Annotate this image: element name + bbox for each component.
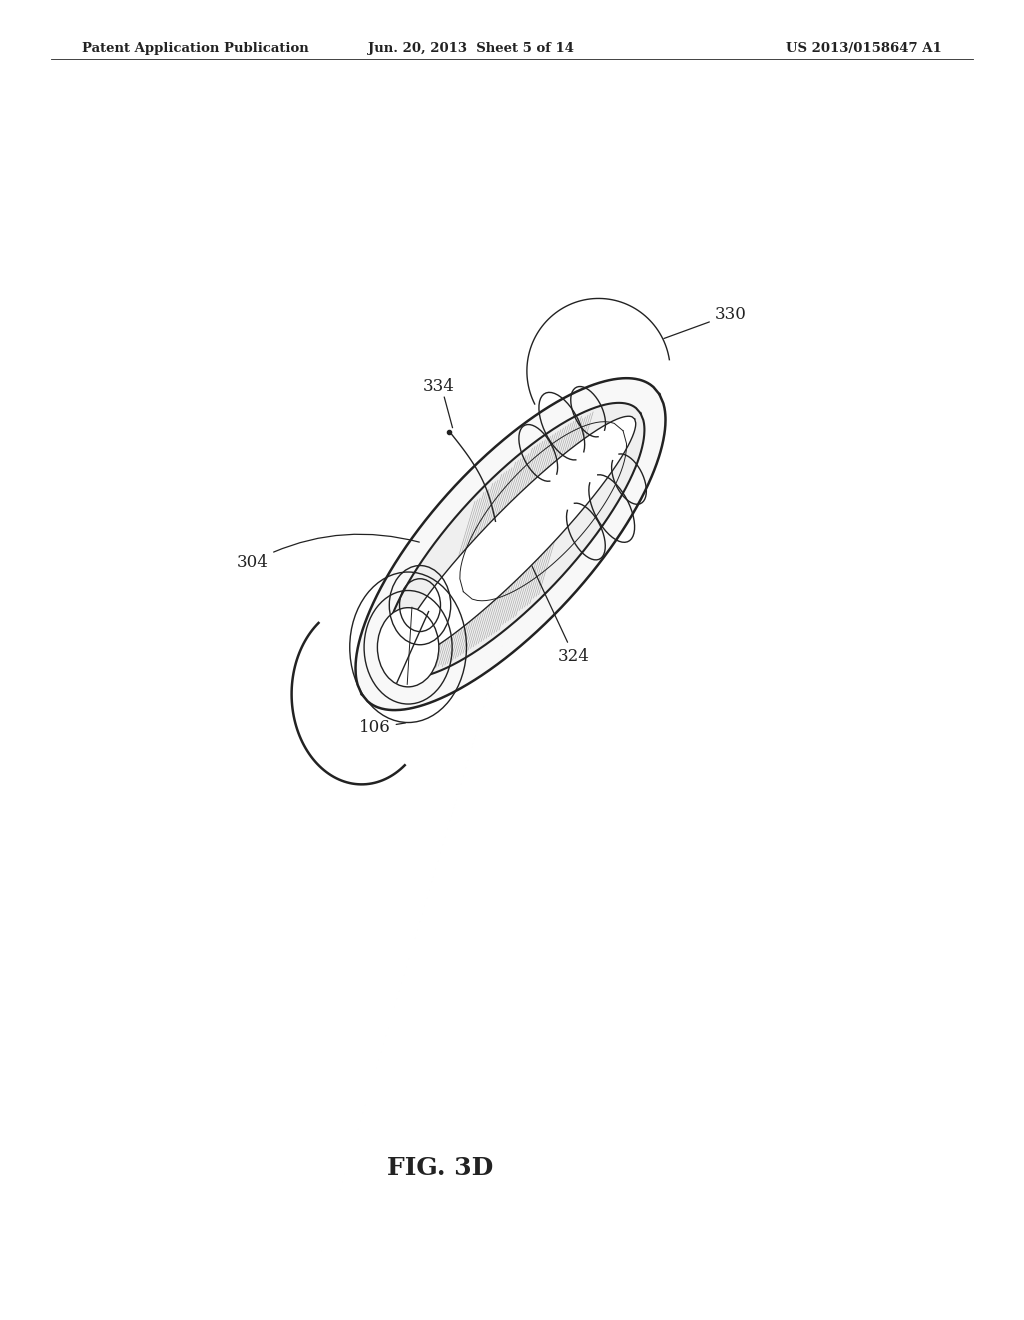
- Text: 334: 334: [423, 378, 455, 395]
- Text: 330: 330: [601, 306, 746, 362]
- Polygon shape: [355, 379, 666, 710]
- Text: 304: 304: [237, 535, 419, 570]
- Text: 324: 324: [517, 535, 590, 664]
- Polygon shape: [384, 403, 644, 678]
- Circle shape: [378, 607, 439, 686]
- Polygon shape: [397, 416, 636, 660]
- Text: FIG. 3D: FIG. 3D: [387, 1156, 494, 1180]
- Polygon shape: [527, 298, 670, 404]
- Text: US 2013/0158647 A1: US 2013/0158647 A1: [786, 42, 942, 55]
- Text: Patent Application Publication: Patent Application Publication: [82, 42, 308, 55]
- Text: 106: 106: [358, 719, 406, 737]
- Text: Jun. 20, 2013  Sheet 5 of 14: Jun. 20, 2013 Sheet 5 of 14: [368, 42, 574, 55]
